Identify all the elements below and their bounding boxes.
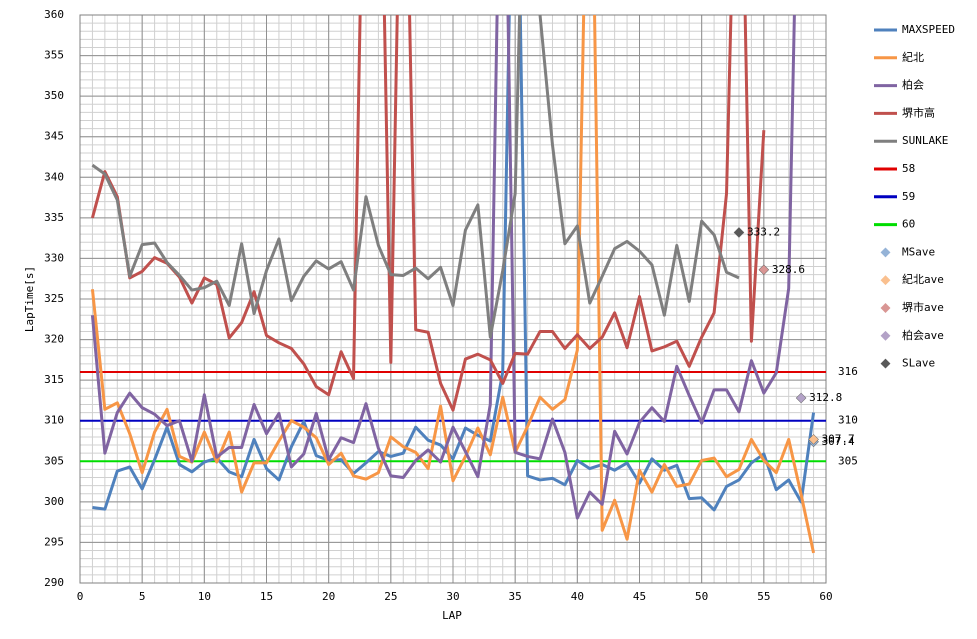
plot-area — [80, 15, 826, 554]
legend-label: MAXSPEED — [902, 23, 955, 36]
average-marker — [795, 392, 807, 404]
x-axis-label: LAP — [442, 609, 462, 622]
y-tick-label: 350 — [44, 89, 64, 102]
y-tick-label: 310 — [44, 414, 64, 427]
average-label: 333.2 — [747, 225, 780, 238]
legend-label: 柏会ave — [902, 328, 944, 342]
series-line — [90, 15, 796, 520]
series-line — [92, 15, 816, 512]
x-tick-label: 40 — [571, 590, 584, 603]
x-tick-label: 0 — [77, 590, 84, 603]
x-tick-label: 35 — [509, 590, 522, 603]
x-tick-label: 15 — [260, 590, 273, 603]
legend-marker — [880, 247, 891, 258]
average-label: 312.8 — [809, 391, 842, 404]
y-axis-label: LapTime[s] — [23, 266, 36, 332]
x-tick-label: 20 — [322, 590, 335, 603]
y-tick-label: 335 — [44, 211, 64, 224]
series-line — [91, 15, 740, 339]
legend-marker — [880, 275, 891, 286]
x-tick-label: 60 — [819, 590, 832, 603]
y-tick-label: 355 — [44, 49, 64, 62]
legend-label: 紀北 — [902, 51, 924, 64]
legend-marker — [880, 330, 891, 341]
average-label: 328.6 — [772, 263, 805, 276]
average-marker — [733, 227, 745, 238]
average-marker — [808, 434, 819, 445]
x-tick-label: 50 — [695, 590, 708, 603]
threshold-label: 316 — [838, 365, 858, 378]
average-label: 307.7 — [822, 432, 855, 445]
x-tick-label: 10 — [198, 590, 211, 603]
y-tick-label: 360 — [44, 8, 64, 21]
legend-label: 堺市ave — [902, 300, 944, 314]
y-tick-label: 305 — [44, 454, 64, 467]
legend-label: MSave — [902, 245, 935, 258]
y-tick-label: 345 — [44, 130, 64, 143]
y-tick-label: 295 — [44, 535, 64, 548]
x-tick-label: 25 — [384, 590, 397, 603]
plot-border — [79, 14, 827, 584]
legend-label: SUNLAKE — [902, 134, 948, 147]
legend-marker — [880, 358, 891, 369]
legend-label: 堺市高 — [902, 105, 935, 119]
y-tick-label: 315 — [44, 373, 64, 386]
y-tick-label: 325 — [44, 292, 64, 305]
legend-label: 60 — [902, 218, 915, 231]
average-label: 307.4 — [822, 435, 855, 448]
x-tick-label: 55 — [757, 590, 770, 603]
legend-label: SLave — [902, 357, 935, 370]
legend-label: 柏会 — [902, 78, 924, 92]
series-line — [90, 15, 766, 412]
x-tick-label: 45 — [633, 590, 646, 603]
legend-label: 紀北ave — [902, 273, 944, 286]
y-tick-label: 330 — [44, 251, 64, 264]
x-tick-label: 30 — [446, 590, 459, 603]
legend-label: 58 — [902, 162, 915, 175]
series-line — [90, 15, 816, 554]
legend-label: 59 — [902, 190, 915, 203]
average-marker — [758, 264, 770, 276]
y-tick-label: 340 — [44, 170, 64, 183]
x-tick-label: 5 — [139, 590, 146, 603]
threshold-label: 305 — [838, 454, 858, 467]
legend-marker — [880, 303, 891, 313]
y-tick-label: 300 — [44, 495, 64, 508]
threshold-label: 310 — [838, 414, 858, 427]
y-tick-label: 320 — [44, 333, 64, 346]
y-tick-label: 290 — [44, 576, 64, 589]
